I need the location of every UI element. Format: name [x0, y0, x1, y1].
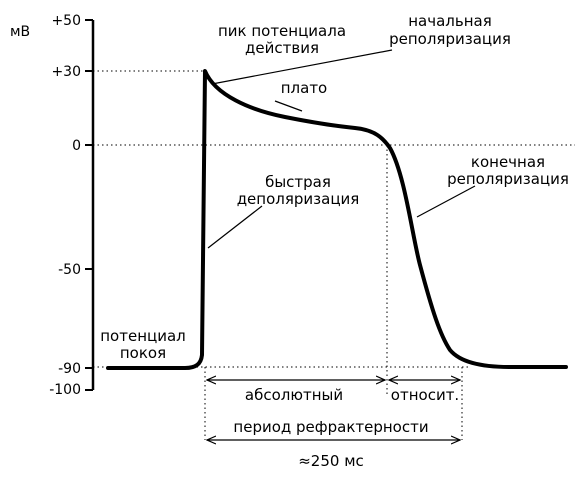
- label-absolute-refractory: абсолютный: [245, 386, 343, 404]
- label-peak-line1: пик потенциала: [218, 22, 346, 40]
- tick-label-plus50: +50: [51, 13, 81, 29]
- label-final-repolarization-line2: реполяризация: [447, 170, 569, 188]
- leader-initial-repolarization: [211, 49, 393, 85]
- label-fast-depolarization-line1: быстрая: [265, 173, 331, 191]
- label-relative-refractory: относит.: [391, 386, 459, 404]
- label-peak-line2: действия: [245, 39, 319, 57]
- tick-label-0: 0: [72, 138, 81, 154]
- tick-label-minus90: -90: [58, 361, 81, 377]
- leader-fast-depolarization: [207, 205, 263, 249]
- label-refractory-duration: ≈250 мс: [298, 452, 364, 470]
- tick-label-plus30: +30: [51, 64, 81, 80]
- tick-label-minus50: -50: [58, 262, 81, 278]
- label-resting-potential-line1: потенциал: [100, 327, 186, 345]
- label-final-repolarization-line1: конечная: [471, 153, 545, 171]
- label-initial-repolarization-line2: реполяризация: [389, 30, 511, 48]
- tick-label-minus100: -100: [49, 382, 81, 398]
- leader-final-repolarization: [416, 185, 476, 218]
- leader-plateau: [274, 100, 303, 112]
- label-refractory-period: период рефрактерности: [233, 418, 428, 436]
- label-initial-repolarization-line1: начальная: [408, 12, 492, 30]
- label-plateau: плато: [281, 79, 328, 97]
- action-potential-curve: [106, 69, 568, 370]
- label-fast-depolarization-line2: деполяризация: [237, 190, 360, 208]
- label-resting-potential-line2: покоя: [120, 344, 166, 362]
- axis-unit-label: мВ: [10, 24, 30, 40]
